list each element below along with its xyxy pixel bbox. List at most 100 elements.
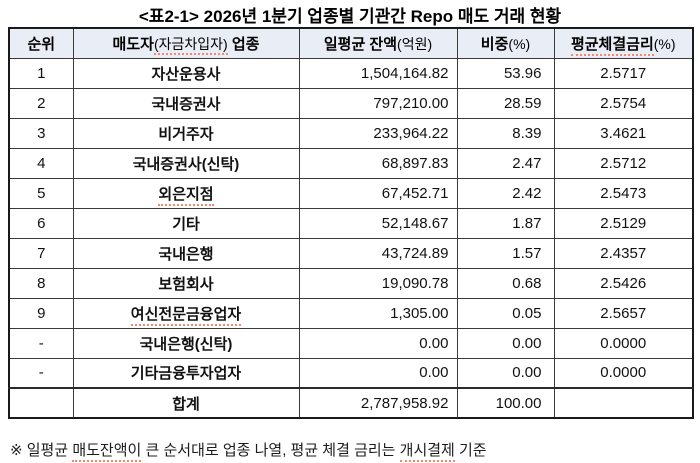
table-body: 1 자산운용사 1,504,164.82 53.96 2.5717 2 국내증권사 797,2…: [8, 57, 694, 419]
header-share-label: 비중: [480, 35, 509, 53]
rate-cell: 0.0000: [553, 327, 694, 359]
share-cell: 28.59: [456, 87, 555, 119]
balance-cell: 52,148.67: [298, 207, 458, 239]
rank-cell: [8, 387, 74, 419]
share-cell: 0.00: [456, 327, 555, 359]
header-share: 비중(%): [456, 27, 555, 59]
rate-cell: [553, 387, 694, 419]
header-seller-label2: 업종: [227, 35, 260, 53]
share-cell: 0.05: [456, 297, 555, 329]
table-row: - 기타금융투자업자 0.00 0.00 0.0000: [8, 357, 694, 389]
rate-cell: 2.5754: [553, 87, 694, 119]
table-row: 9 여신전문금융업자 1,305.00 0.05 2.5657: [8, 297, 694, 329]
industry-cell: 보험회사: [72, 267, 300, 299]
table-row: 6 기타 52,148.67 1.87 2.5129: [8, 207, 694, 239]
title-text-1: <표2-1> 2026년 1분기 업종별: [138, 7, 359, 26]
rate-cell: 0.0000: [553, 357, 694, 389]
industry-cell: 합계: [72, 387, 300, 419]
header-avg-rate: 평균체결금리(%): [553, 27, 694, 59]
balance-cell: 1,504,164.82: [298, 57, 458, 89]
rank-cell: 9: [8, 297, 74, 329]
balance-cell: 43,724.89: [298, 237, 458, 269]
table-row: 1 자산운용사 1,504,164.82 53.96 2.5717: [8, 57, 694, 89]
balance-cell: 67,452.71: [298, 177, 458, 209]
footnote-text-1: ※ 일평균: [10, 442, 73, 459]
industry-cell: 여신전문금융업자: [72, 297, 300, 329]
header-seller-paren: (자금차입자): [153, 35, 228, 55]
footnote: ※ 일평균 매도잔액이 큰 순서대로 업종 나열, 평균 체결 금리는 개시결제…: [10, 439, 487, 462]
footnote-text-2: 큰 순서대로 업종 나열, 평균 체결 금리는: [141, 442, 400, 459]
rank-cell: 4: [8, 147, 74, 179]
header-avg-balance: 일평균 잔액(억원): [298, 27, 458, 59]
rank-cell: 1: [8, 57, 74, 89]
rank-cell: 8: [8, 267, 74, 299]
footnote-text-underlined-2: 개시결제: [399, 442, 455, 462]
rank-cell: -: [8, 327, 74, 359]
table-row: 3 비거주자 233,964.22 8.39 3.4621: [8, 117, 694, 149]
industry-cell: 기타: [72, 207, 300, 239]
share-cell: 100.00: [456, 387, 555, 419]
rank-cell: 6: [8, 207, 74, 239]
table-row: 4 국내증권사(신탁) 68,897.83 2.47 2.5712: [8, 147, 694, 179]
rate-cell: 2.5712: [553, 147, 694, 179]
balance-cell: 2,787,958.92: [298, 387, 458, 419]
rate-cell: 2.5473: [553, 177, 694, 209]
share-cell: 0.68: [456, 267, 555, 299]
title-text-underlined: 기관간: [358, 7, 406, 29]
header-rate-unit: (%): [653, 35, 676, 52]
header-row: 순위 매도자(자금차입자) 업종 일평균 잔액(억원) 비중(%) 평균체결금리…: [8, 27, 694, 59]
balance-cell: 797,210.00: [298, 87, 458, 119]
header-share-unit: (%): [508, 35, 531, 52]
footnote-text-3: 기준: [454, 442, 487, 459]
rate-cell: 2.5717: [553, 57, 694, 89]
table-row: 2 국내증권사 797,210.00 28.59 2.5754: [8, 87, 694, 119]
table-row: - 국내은행(신탁) 0.00 0.00 0.0000: [8, 327, 694, 359]
header-rate-label: 평균체결금리: [570, 35, 654, 56]
rank-cell: 7: [8, 237, 74, 269]
footnote-text-underlined-1: 매도잔액이: [72, 442, 142, 462]
rank-cell: -: [8, 357, 74, 389]
header-seller-label: 매도자: [112, 35, 154, 53]
rate-cell: 2.5426: [553, 267, 694, 299]
industry-cell: 비거주자: [72, 117, 300, 149]
rank-cell: 2: [8, 87, 74, 119]
total-row: 합계 2,787,958.92 100.00: [8, 387, 694, 419]
share-cell: 8.39: [456, 117, 555, 149]
table-row: 7 국내은행 43,724.89 1.57 2.4357: [8, 237, 694, 269]
rate-cell: 2.5657: [553, 297, 694, 329]
header-rank-label: 순위: [27, 35, 56, 53]
rank-cell: 5: [8, 177, 74, 209]
balance-cell: 0.00: [298, 327, 458, 359]
balance-cell: 233,964.22: [298, 117, 458, 149]
industry-cell: 기타금융투자업자: [72, 357, 300, 389]
industry-cell: 자산운용사: [72, 57, 300, 89]
share-cell: 2.42: [456, 177, 555, 209]
title-text-2: Repo 매도 거래 현황: [405, 7, 562, 26]
header-balance-label: 일평균 잔액: [323, 35, 398, 53]
rate-cell: 3.4621: [553, 117, 694, 149]
industry-cell: 국내은행: [72, 237, 300, 269]
balance-cell: 0.00: [298, 357, 458, 389]
industry-cell: 국내은행(신탁): [72, 327, 300, 359]
repo-sales-table: 순위 매도자(자금차입자) 업종 일평균 잔액(억원) 비중(%) 평균체결금리…: [8, 27, 694, 419]
header-seller-industry: 매도자(자금차입자) 업종: [72, 27, 300, 59]
balance-cell: 1,305.00: [298, 297, 458, 329]
share-cell: 1.87: [456, 207, 555, 239]
industry-cell: 외은지점: [72, 177, 300, 209]
industry-cell: 국내증권사: [72, 87, 300, 119]
rank-cell: 3: [8, 117, 74, 149]
share-cell: 1.57: [456, 237, 555, 269]
header-rank: 순위: [8, 27, 74, 59]
rate-cell: 2.5129: [553, 207, 694, 239]
share-cell: 2.47: [456, 147, 555, 179]
share-cell: 0.00: [456, 357, 555, 389]
balance-cell: 68,897.83: [298, 147, 458, 179]
rate-cell: 2.4357: [553, 237, 694, 269]
table-row: 8 보험회사 19,090.78 0.68 2.5426: [8, 267, 694, 299]
industry-cell: 국내증권사(신탁): [72, 147, 300, 179]
header-balance-unit: (억원): [397, 35, 433, 52]
table-title: <표2-1> 2026년 1분기 업종별 기관간 Repo 매도 거래 현황: [0, 2, 700, 29]
share-cell: 53.96: [456, 57, 555, 89]
table-row: 5 외은지점 67,452.71 2.42 2.5473: [8, 177, 694, 209]
